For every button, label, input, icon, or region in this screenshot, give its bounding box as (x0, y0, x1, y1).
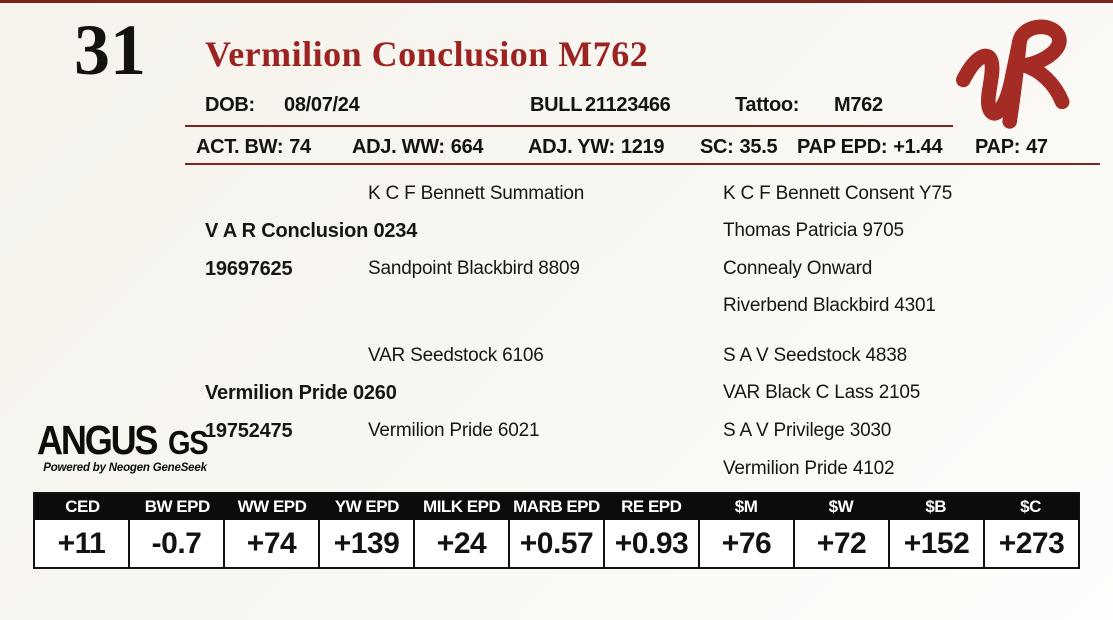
stat-label: ADJ. YW: (528, 136, 615, 158)
registration-number: 21123466 (585, 94, 671, 116)
epd-header-milk: MILK EPD (414, 494, 510, 520)
epd-value-re: +0.93 (603, 520, 698, 567)
pedigree-dam-paternal-granddam: VAR Black C Lass 2105 (723, 382, 921, 403)
epd-header-yw: YW EPD (319, 494, 415, 520)
epd-header-ww: WW EPD (224, 494, 320, 520)
epd-value-ced: +11 (35, 520, 128, 567)
angus-gs-logo: ANGUS GS Powered by Neogen GeneSeek (35, 420, 215, 475)
angus-gs-tagline: Powered by Neogen GeneSeek (43, 462, 207, 474)
epd-value-dc: +273 (983, 520, 1078, 567)
pedigree-sire-paternal-grandsire: K C F Bennett Consent Y75 (723, 183, 953, 204)
angus-gs-wordmark: ANGUS GS (35, 420, 215, 461)
epd-value-ww: +74 (223, 520, 318, 567)
pedigree-dam-maternal-grandsire: S A V Privilege 3030 (723, 420, 892, 441)
header-divider (185, 125, 953, 127)
stat-value: 47 (1026, 136, 1048, 158)
pedigree-dam-dam: Vermilion Pride 6021 (368, 420, 540, 441)
epd-value-db: +152 (888, 520, 983, 567)
pedigree-sire-maternal-grandsire: Connealy Onward (723, 258, 873, 279)
pedigree-sire-paternal-granddam: Thomas Patricia 9705 (723, 220, 904, 241)
epd-header-dm: $M (698, 494, 794, 520)
pedigree-sire-maternal-granddam: Riverbend Blackbird 4301 (723, 295, 936, 316)
sex-label: BULL (530, 94, 583, 116)
epd-table: CED BW EPD WW EPD YW EPD MILK EPD MARB E… (33, 492, 1080, 569)
stat-adj-yw: ADJ. YW: 1219 (528, 136, 664, 159)
epd-value-milk: +24 (413, 520, 508, 567)
tattoo-value: M762 (834, 94, 883, 116)
dob-value: 08/07/24 (284, 94, 360, 116)
stat-adj-ww: ADJ. WW: 664 (352, 136, 484, 159)
pedigree-dam-reg: 19752475 (205, 420, 293, 442)
epd-header-row: CED BW EPD WW EPD YW EPD MILK EPD MARB E… (35, 494, 1078, 520)
dob-label: DOB: (205, 94, 255, 116)
gs-wordmark-text: GS (168, 424, 209, 461)
epd-value-bw: -0.7 (128, 520, 223, 567)
epd-value-dm: +76 (698, 520, 793, 567)
epd-header-dw: $W (793, 494, 889, 520)
epd-header-db: $B (888, 494, 984, 520)
epd-value-dw: +72 (793, 520, 888, 567)
epd-values-row: +11 -0.7 +74 +139 +24 +0.57 +0.93 +76 +7… (35, 520, 1078, 567)
top-page-divider (0, 0, 1113, 3)
epd-header-dc: $C (983, 494, 1078, 520)
pedigree-sire-name: V A R Conclusion 0234 (205, 220, 418, 242)
page-title: Vermilion Conclusion M762 (205, 34, 649, 74)
stat-value: +1.44 (893, 136, 943, 158)
pedigree-dam-sire: VAR Seedstock 6106 (368, 345, 544, 366)
stat-label: SC: (700, 136, 734, 158)
stat-value: 1219 (620, 136, 665, 158)
stat-label: PAP: (975, 136, 1021, 158)
stat-pap: PAP: 47 (975, 136, 1048, 159)
stat-value: 664 (450, 136, 484, 158)
stat-value: 35.5 (739, 136, 778, 158)
lot-number: 31 (74, 10, 146, 90)
pedigree-dam-name: Vermilion Pride 0260 (205, 382, 397, 404)
vr-brand-icon (952, 14, 1082, 136)
stat-label: ADJ. WW: (352, 136, 445, 158)
epd-value-yw: +139 (318, 520, 413, 567)
stat-sc: SC: 35.5 (700, 136, 778, 159)
stat-label: PAP EPD: (797, 136, 888, 158)
stat-act-bw: ACT. BW: 74 (196, 136, 311, 159)
epd-header-bw: BW EPD (129, 494, 225, 520)
epd-header-ced: CED (35, 494, 130, 520)
epd-value-marb: +0.57 (508, 520, 603, 567)
pedigree-sire-reg: 19697625 (205, 258, 293, 280)
tattoo-label: Tattoo: (735, 94, 800, 116)
epd-header-re: RE EPD (603, 494, 699, 520)
stat-value: 74 (289, 136, 311, 158)
pedigree-dam-paternal-grandsire: S A V Seedstock 4838 (723, 345, 908, 366)
pedigree-sire-sire: K C F Bennett Summation (368, 183, 585, 204)
pedigree-dam-maternal-granddam: Vermilion Pride 4102 (723, 458, 895, 479)
stat-label: ACT. BW: (196, 136, 284, 158)
stat-pap-epd: PAP EPD: +1.44 (797, 136, 943, 159)
stats-divider (185, 163, 1100, 165)
epd-header-marb: MARB EPD (509, 494, 604, 520)
pedigree-sire-dam: Sandpoint Blackbird 8809 (368, 258, 580, 279)
angus-wordmark-text: ANGUS (36, 417, 159, 463)
